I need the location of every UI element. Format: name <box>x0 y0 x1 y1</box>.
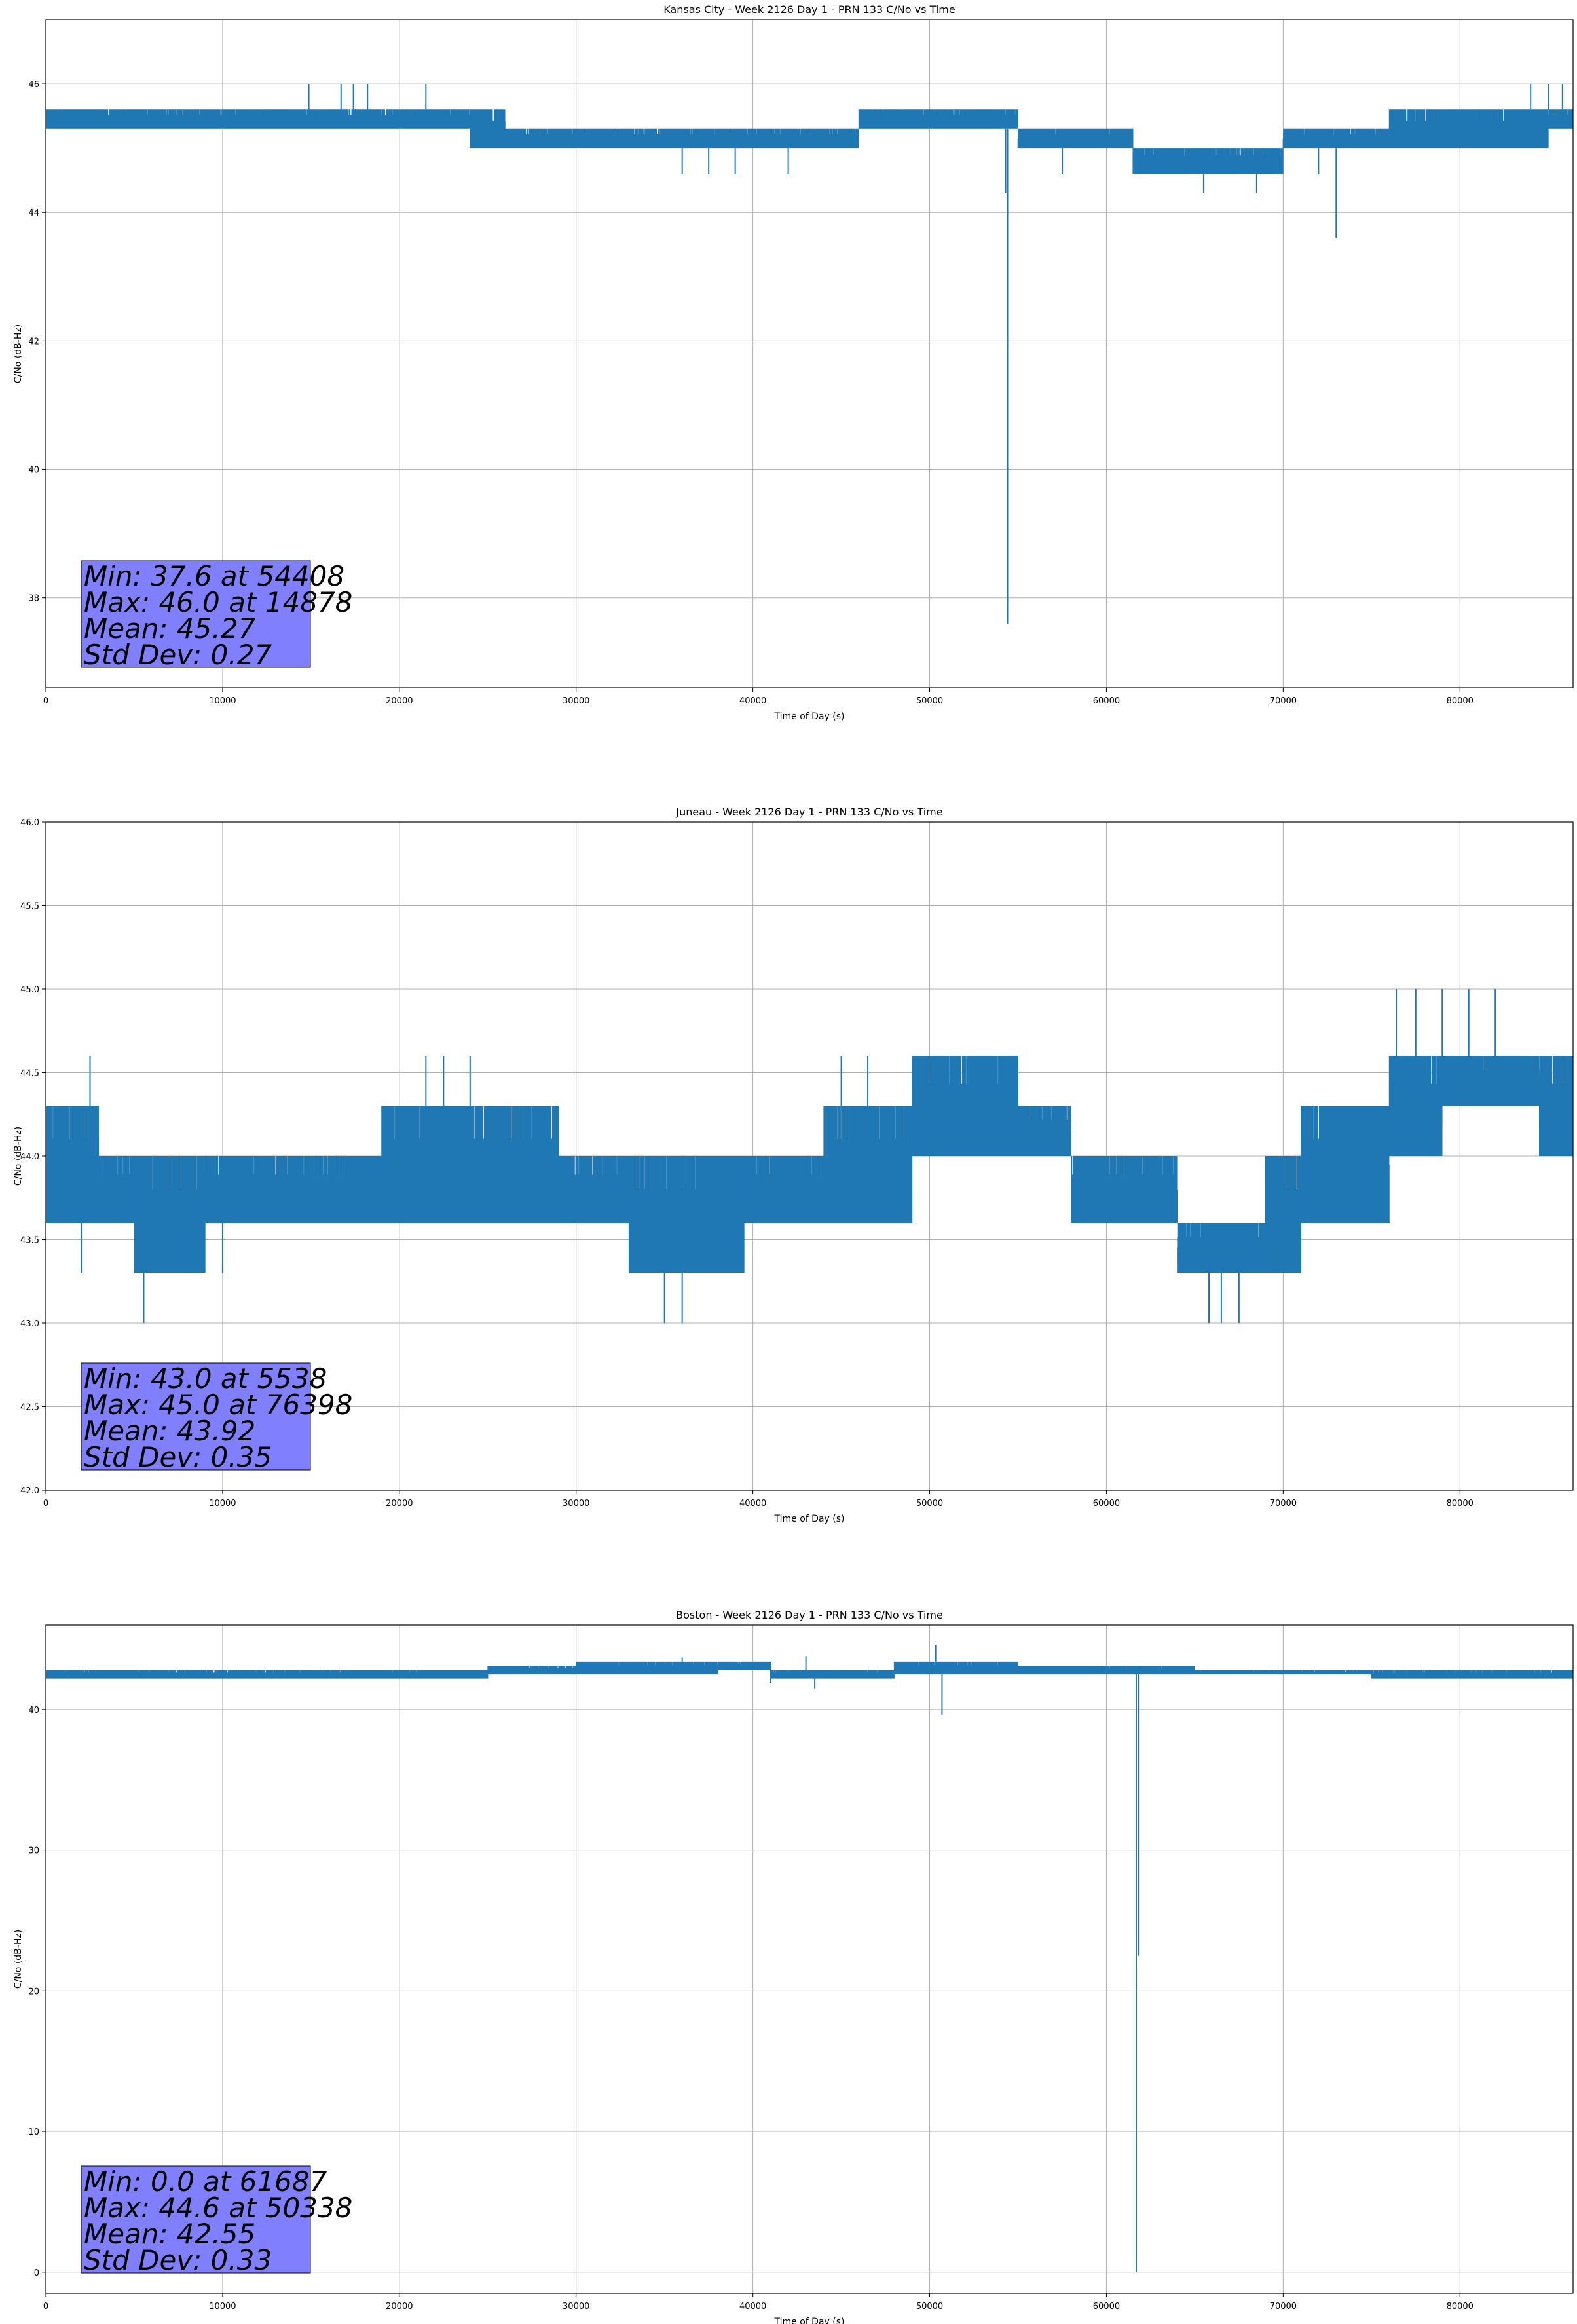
chart-panel-3: Boston - Week 2126 Day 1 - PRN 133 C/No … <box>13 1609 1574 2324</box>
x-tick-label: 50000 <box>916 2302 943 2312</box>
series-core <box>46 1070 1573 1260</box>
y-tick-label: 45.5 <box>20 902 39 912</box>
x-tick-label: 30000 <box>563 2302 589 2312</box>
x-tick-label: 70000 <box>1270 1499 1297 1509</box>
cno-series <box>46 1645 1573 2272</box>
y-tick-label: 0 <box>34 2268 39 2278</box>
y-tick-label: 10 <box>28 2127 39 2137</box>
y-tick-label: 46.0 <box>20 818 39 828</box>
x-axis-label: Time of Day (s) <box>774 711 845 722</box>
x-tick-label: 0 <box>43 2302 48 2312</box>
x-tick-label: 10000 <box>209 2302 236 2312</box>
series-core <box>46 1664 1573 1676</box>
stats-line: Min: 43.0 at 5538 <box>84 1362 327 1395</box>
y-tick-label: 43.0 <box>20 1319 39 1329</box>
y-tick-label: 43.5 <box>20 1236 39 1246</box>
cno-series <box>46 84 1573 624</box>
y-axis-label: C/No (dB-Hz) <box>13 1930 24 1989</box>
x-tick-label: 20000 <box>386 1499 413 1509</box>
stats-line: Std Dev: 0.35 <box>84 1441 272 1473</box>
x-axis-label: Time of Day (s) <box>774 2317 845 2324</box>
x-tick-label: 10000 <box>209 1499 236 1509</box>
x-tick-label: 60000 <box>1093 696 1120 706</box>
stats-line: Mean: 45.27 <box>84 612 255 645</box>
cno-series <box>46 989 1573 1323</box>
stats-line: Max: 44.6 at 50338 <box>84 2192 352 2224</box>
y-tick-label: 45.0 <box>20 985 39 995</box>
stats-box-background <box>81 2165 311 2274</box>
stats-line: Min: 37.6 at 54408 <box>84 560 344 592</box>
x-tick-label: 20000 <box>386 2302 413 2312</box>
y-tick-label: 44.5 <box>20 1069 39 1079</box>
x-tick-label: 80000 <box>1447 1499 1474 1509</box>
y-tick-label: 40 <box>28 1706 39 1715</box>
stats-line: Max: 45.0 at 76398 <box>84 1389 352 1421</box>
y-tick-label: 30 <box>28 1846 39 1856</box>
x-tick-label: 50000 <box>916 696 943 706</box>
stats-line: Std Dev: 0.33 <box>84 2244 272 2276</box>
y-tick-label: 20 <box>28 1987 39 1996</box>
y-axis-label: C/No (dB-Hz) <box>13 324 24 383</box>
axes-frame <box>45 1624 1574 2294</box>
x-tick-label: 0 <box>43 696 48 706</box>
stats-line: Mean: 43.92 <box>84 1415 255 1447</box>
x-tick-label: 80000 <box>1447 696 1474 706</box>
y-tick-label: 42.5 <box>20 1403 39 1413</box>
stats-line: Min: 0.0 at 61687 <box>84 2165 327 2198</box>
grid <box>45 20 1573 688</box>
axes-frame <box>45 19 1574 688</box>
y-tick-label: 42.0 <box>20 1486 39 1496</box>
y-axis: 38 40 42 44 46 <box>28 80 46 604</box>
y-tick-label: 44 <box>28 208 39 218</box>
y-tick-label: 44.0 <box>20 1152 39 1162</box>
x-tick-label: 40000 <box>739 2302 766 2312</box>
chart-title: Boston - Week 2126 Day 1 - PRN 133 C/No … <box>676 1609 943 1621</box>
stats-box-background <box>81 1362 311 1471</box>
x-tick-label: 60000 <box>1093 2302 1120 2312</box>
y-tick-label: 46 <box>28 80 39 90</box>
stats-line: Mean: 42.55 <box>84 2218 255 2250</box>
chart-title: Kansas City - Week 2126 Day 1 - PRN 133 … <box>663 3 955 16</box>
y-axis: 0 10 20 30 40 <box>28 1706 46 2278</box>
stats-line: Std Dev: 0.27 <box>84 639 272 671</box>
x-tick-label: 60000 <box>1093 1499 1120 1509</box>
x-tick-label: 70000 <box>1270 2302 1297 2312</box>
x-tick-label: 20000 <box>386 696 413 706</box>
stats-box-background <box>81 560 311 668</box>
y-tick-label: 40 <box>28 466 39 476</box>
y-tick-label: 38 <box>28 594 39 604</box>
x-tick-label: 0 <box>43 1499 48 1509</box>
chart-title: Juneau - Week 2126 Day 1 - PRN 133 C/No … <box>675 806 942 818</box>
x-tick-label: 40000 <box>739 1499 766 1509</box>
chart-panel-2: Juneau - Week 2126 Day 1 - PRN 133 C/No … <box>13 806 1574 1524</box>
stats-line: Max: 46.0 at 14878 <box>84 586 352 618</box>
x-tick-label: 40000 <box>739 696 766 706</box>
chart-panel-1: Kansas City - Week 2126 Day 1 - PRN 133 … <box>13 3 1574 722</box>
y-axis-label: C/No (dB-Hz) <box>13 1127 24 1186</box>
y-tick-label: 42 <box>28 337 39 347</box>
x-tick-label: 30000 <box>563 696 589 706</box>
x-tick-label: 80000 <box>1447 2302 1474 2312</box>
x-tick-label: 50000 <box>916 1499 943 1509</box>
y-axis: 42.0 42.5 43.0 43.5 44.0 44.5 45.0 45.5 46.0 <box>20 818 46 1496</box>
x-tick-label: 70000 <box>1270 696 1297 706</box>
x-tick-label: 30000 <box>563 1499 589 1509</box>
x-axis: 0 10000 20000 30000 40000 50000 60000 70000 8000… <box>43 2293 1474 2312</box>
x-axis-label: Time of Day (s) <box>774 1514 845 1524</box>
x-axis: 0 10000 20000 30000 40000 50000 60000 70000 8000… <box>43 688 1474 706</box>
x-axis: 0 10000 20000 30000 40000 50000 60000 70000 8000… <box>43 1490 1474 1509</box>
x-tick-label: 10000 <box>209 696 236 706</box>
